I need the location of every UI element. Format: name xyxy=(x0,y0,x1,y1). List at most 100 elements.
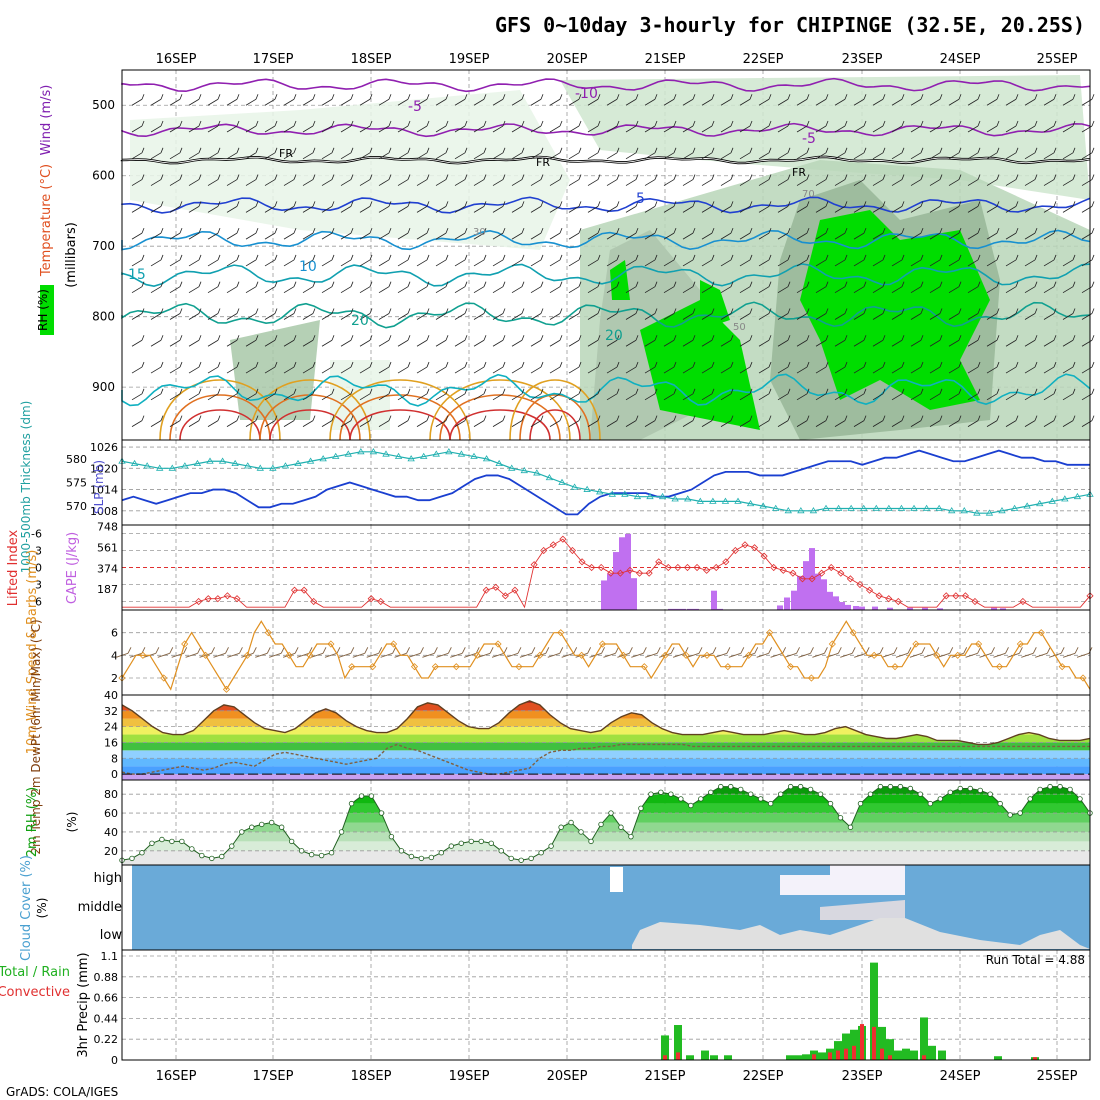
wind-barb xyxy=(977,308,981,314)
wind-barb xyxy=(293,174,297,180)
wind-barb xyxy=(1015,254,1019,261)
wind-barb xyxy=(720,125,732,133)
wind-barb xyxy=(169,206,181,213)
wind-barb xyxy=(293,120,297,127)
wind-barb xyxy=(825,120,829,127)
wind-barb xyxy=(872,232,884,240)
cape-bar xyxy=(845,604,851,610)
wind-barb xyxy=(882,227,886,234)
wind-barb xyxy=(549,259,561,267)
wind-barb xyxy=(236,335,240,341)
wind-barb xyxy=(672,652,686,658)
wind-barb xyxy=(207,179,219,186)
wind-barb xyxy=(891,393,903,401)
wind-barb xyxy=(502,120,506,127)
bottom-date-label: 20SEP xyxy=(547,1069,588,1084)
wind-barb xyxy=(663,125,675,133)
wind-barb xyxy=(958,335,962,341)
wind-barb xyxy=(464,308,468,314)
wind-barb xyxy=(711,281,715,287)
wind-barb xyxy=(331,147,335,153)
wind-barb xyxy=(711,201,715,207)
cape-bar xyxy=(887,607,893,610)
wind-barb xyxy=(939,415,943,421)
wind-barb xyxy=(929,206,941,213)
axis-label: SLP (mb) xyxy=(92,460,106,514)
wind-barb xyxy=(217,281,221,287)
wind-barb xyxy=(806,335,810,341)
wind-barb xyxy=(929,286,941,294)
wind-barb xyxy=(768,281,772,287)
wind-barb xyxy=(131,339,143,347)
precip-bar xyxy=(786,1055,794,1060)
temperature-contour xyxy=(519,394,591,441)
wind-barb xyxy=(587,206,599,213)
wind-barb xyxy=(416,259,428,267)
wind-barb xyxy=(682,152,694,160)
wind-barb xyxy=(464,652,477,658)
lifted-index-point xyxy=(578,558,586,566)
wind-barb xyxy=(958,281,962,287)
wind-barb xyxy=(663,420,675,427)
lifted-index-point xyxy=(760,552,768,560)
wind-barb xyxy=(825,147,829,153)
bottom-date-label: 21SEP xyxy=(645,1069,686,1084)
lifted-index-line xyxy=(122,538,1091,609)
wind-barb xyxy=(787,308,791,314)
wind-barb xyxy=(663,393,675,401)
contour-label: 70 xyxy=(802,189,815,200)
rh-point xyxy=(418,855,425,862)
wind-speed-point xyxy=(494,640,502,648)
wind-barb xyxy=(559,120,563,127)
wind-barb xyxy=(825,254,829,261)
rh-point xyxy=(698,796,704,802)
wind-barb xyxy=(1024,125,1036,133)
wind-speed-point xyxy=(1079,674,1087,682)
wind-barb xyxy=(578,308,582,314)
thickness-point xyxy=(583,485,591,492)
rh-point xyxy=(877,783,884,790)
wind-barb xyxy=(530,286,542,294)
wind-barb xyxy=(407,308,411,314)
wind-barb xyxy=(388,147,392,153)
cloud-level-label: middle xyxy=(78,900,122,915)
rh-band xyxy=(122,831,1090,842)
wind-barb xyxy=(967,313,979,320)
cape-bar xyxy=(821,579,827,610)
wind-barb xyxy=(369,254,373,261)
wind-barb xyxy=(673,201,677,207)
top-date-axis: 16SEP 17SEP 18SEP 19SEP 20SEP 21SEP 22SEP 23SEP… xyxy=(156,52,1078,67)
wind-barb xyxy=(844,94,848,100)
wind-barb xyxy=(131,420,143,427)
wind-barb xyxy=(568,98,580,106)
rh-point xyxy=(967,785,973,792)
wind-barb xyxy=(141,147,145,153)
wind-barb xyxy=(426,120,430,127)
wind-barb xyxy=(682,420,694,427)
thickness-point xyxy=(495,459,503,467)
thickness-point xyxy=(1010,504,1019,511)
wind-speed-point xyxy=(557,629,565,637)
wind-barb xyxy=(682,313,694,320)
wind-barb xyxy=(606,206,618,213)
rh-band xyxy=(122,813,1090,823)
wind-barb xyxy=(654,361,658,368)
wind-barb xyxy=(530,313,542,320)
wind-barb xyxy=(302,420,314,427)
thickness-point xyxy=(922,504,931,511)
precip-tick-label: 0.66 xyxy=(94,992,119,1005)
wind-barb xyxy=(882,201,886,207)
wind-barb xyxy=(407,281,411,287)
wind-barb xyxy=(891,366,903,374)
wind-barb xyxy=(369,227,373,234)
wind-barb xyxy=(1018,647,1023,654)
wind-barb xyxy=(226,232,238,240)
wind-barb xyxy=(597,174,601,180)
wind-barb xyxy=(601,647,605,654)
wind-barb xyxy=(160,174,164,180)
wind-barb xyxy=(491,652,505,658)
wind-barb xyxy=(701,179,713,186)
wind-barb xyxy=(1043,152,1055,160)
